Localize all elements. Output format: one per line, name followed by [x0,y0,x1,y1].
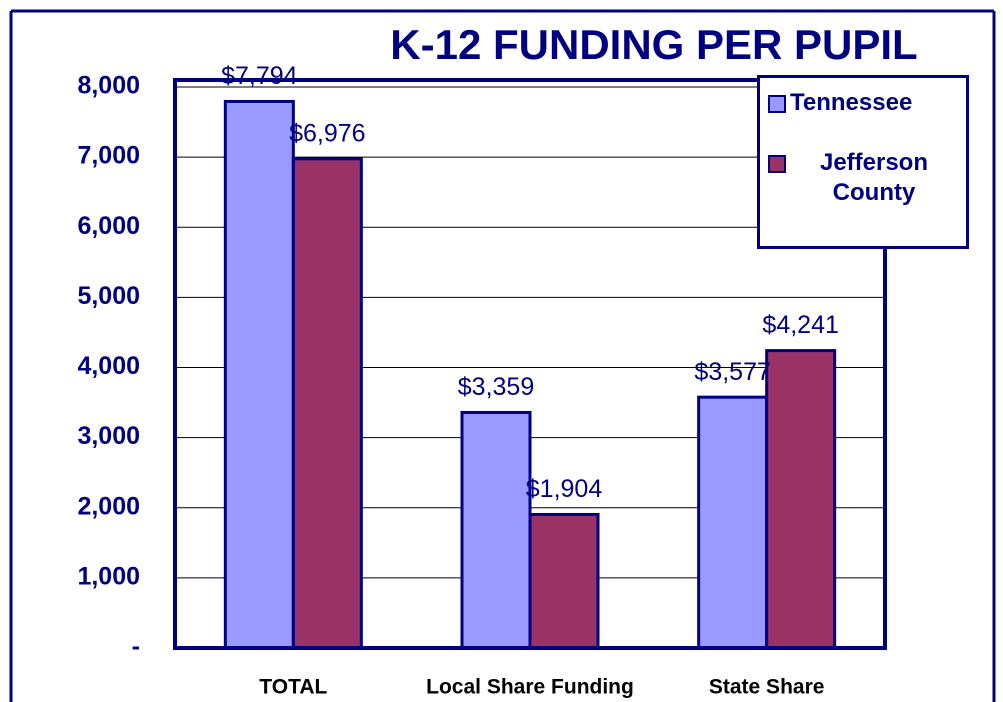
bar [291,157,363,650]
value-label: $3,577 [694,358,770,386]
y-tick-label: 3,000 [77,422,140,450]
value-label: $7,794 [221,62,298,90]
bar [460,410,532,650]
bar [223,99,295,650]
y-tick-label: 2,000 [77,492,140,520]
value-label: $6,976 [289,119,365,147]
bars [223,99,837,650]
y-tick-label: 1,000 [77,562,140,590]
plot-frame [173,78,887,650]
y-tick-label: 6,000 [77,212,140,240]
legend-label: Jefferson County [819,149,929,206]
legend-entry: Tennessee [768,88,958,118]
x-tick-label: State Share [709,676,825,699]
bar [528,512,600,650]
y-tick-label: - [132,633,140,661]
y-tick-label: 4,000 [77,352,140,380]
x-tick-label: TOTAL [259,676,327,699]
x-tick-label: Local Share Funding [426,676,634,699]
bar [765,349,837,650]
legend: Tennessee Jefferson County [757,75,969,249]
chart-title: K-12 FUNDING PER PUPIL [390,21,917,68]
y-tick-label: 8,000 [77,72,140,100]
legend-swatch [768,155,786,173]
value-label: $4,241 [762,311,838,339]
legend-entry: Jefferson County [768,148,958,208]
y-tick-label: 5,000 [77,282,140,310]
legend-swatch [768,95,786,113]
y-tick-label: 7,000 [77,142,140,170]
bar [697,395,769,650]
legend-label: Tennessee [790,89,913,116]
value-label: $1,904 [526,475,603,503]
value-label: $3,359 [458,373,534,401]
